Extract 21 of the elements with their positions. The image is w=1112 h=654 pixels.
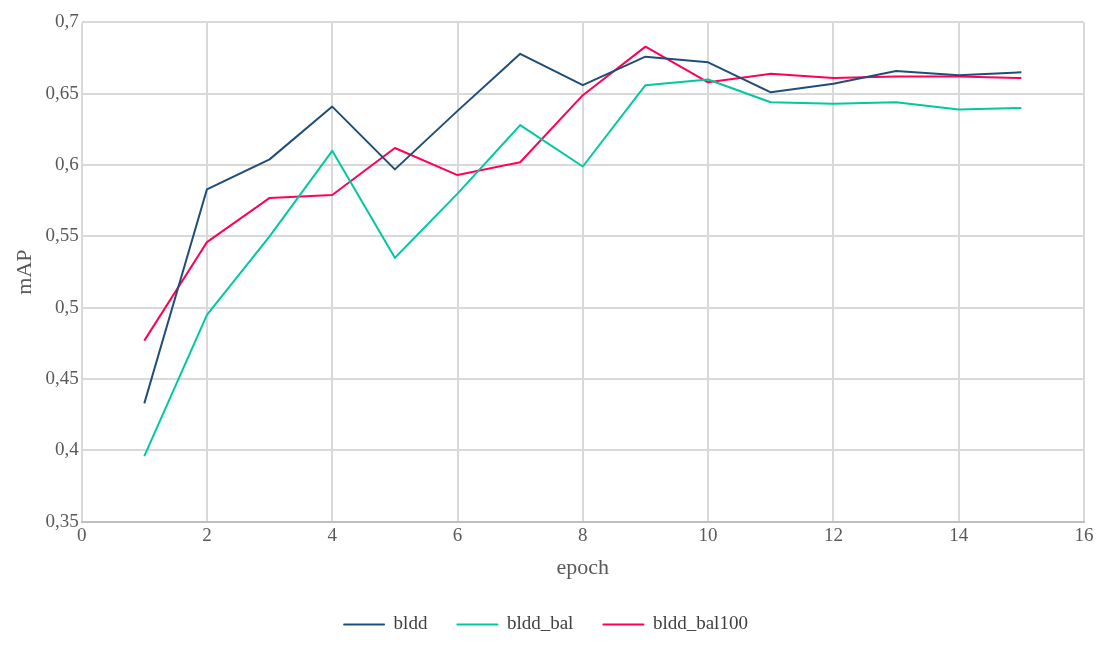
x-tick-label: 14 xyxy=(949,524,969,546)
y-tick-label: 0,45 xyxy=(45,367,79,389)
legend-label: bldd_bal100 xyxy=(652,612,748,634)
y-tick-label: 0,7 xyxy=(54,10,79,32)
x-tick-label: 10 xyxy=(698,524,718,546)
x-tick-label: 4 xyxy=(327,524,338,546)
y-tick-label: 0,65 xyxy=(45,81,79,103)
y-tick-label: 0,6 xyxy=(54,153,79,175)
legend-label: bldd xyxy=(393,612,428,634)
y-axis-title: mAP xyxy=(10,249,36,295)
x-tick-label: 12 xyxy=(823,524,843,546)
legend-label: bldd_bal xyxy=(506,612,574,634)
y-tick-label: 0,4 xyxy=(54,438,80,460)
y-tick-label: 0,55 xyxy=(45,224,79,246)
x-tick-label: 8 xyxy=(578,524,588,546)
x-tick-label: 2 xyxy=(202,524,212,546)
y-tick-label: 0,35 xyxy=(45,509,79,531)
y-tick-label: 0,5 xyxy=(54,295,79,317)
x-tick-label: 16 xyxy=(1074,524,1094,546)
x-axis-title: epoch xyxy=(556,553,610,579)
x-tick-label: 6 xyxy=(452,524,463,546)
